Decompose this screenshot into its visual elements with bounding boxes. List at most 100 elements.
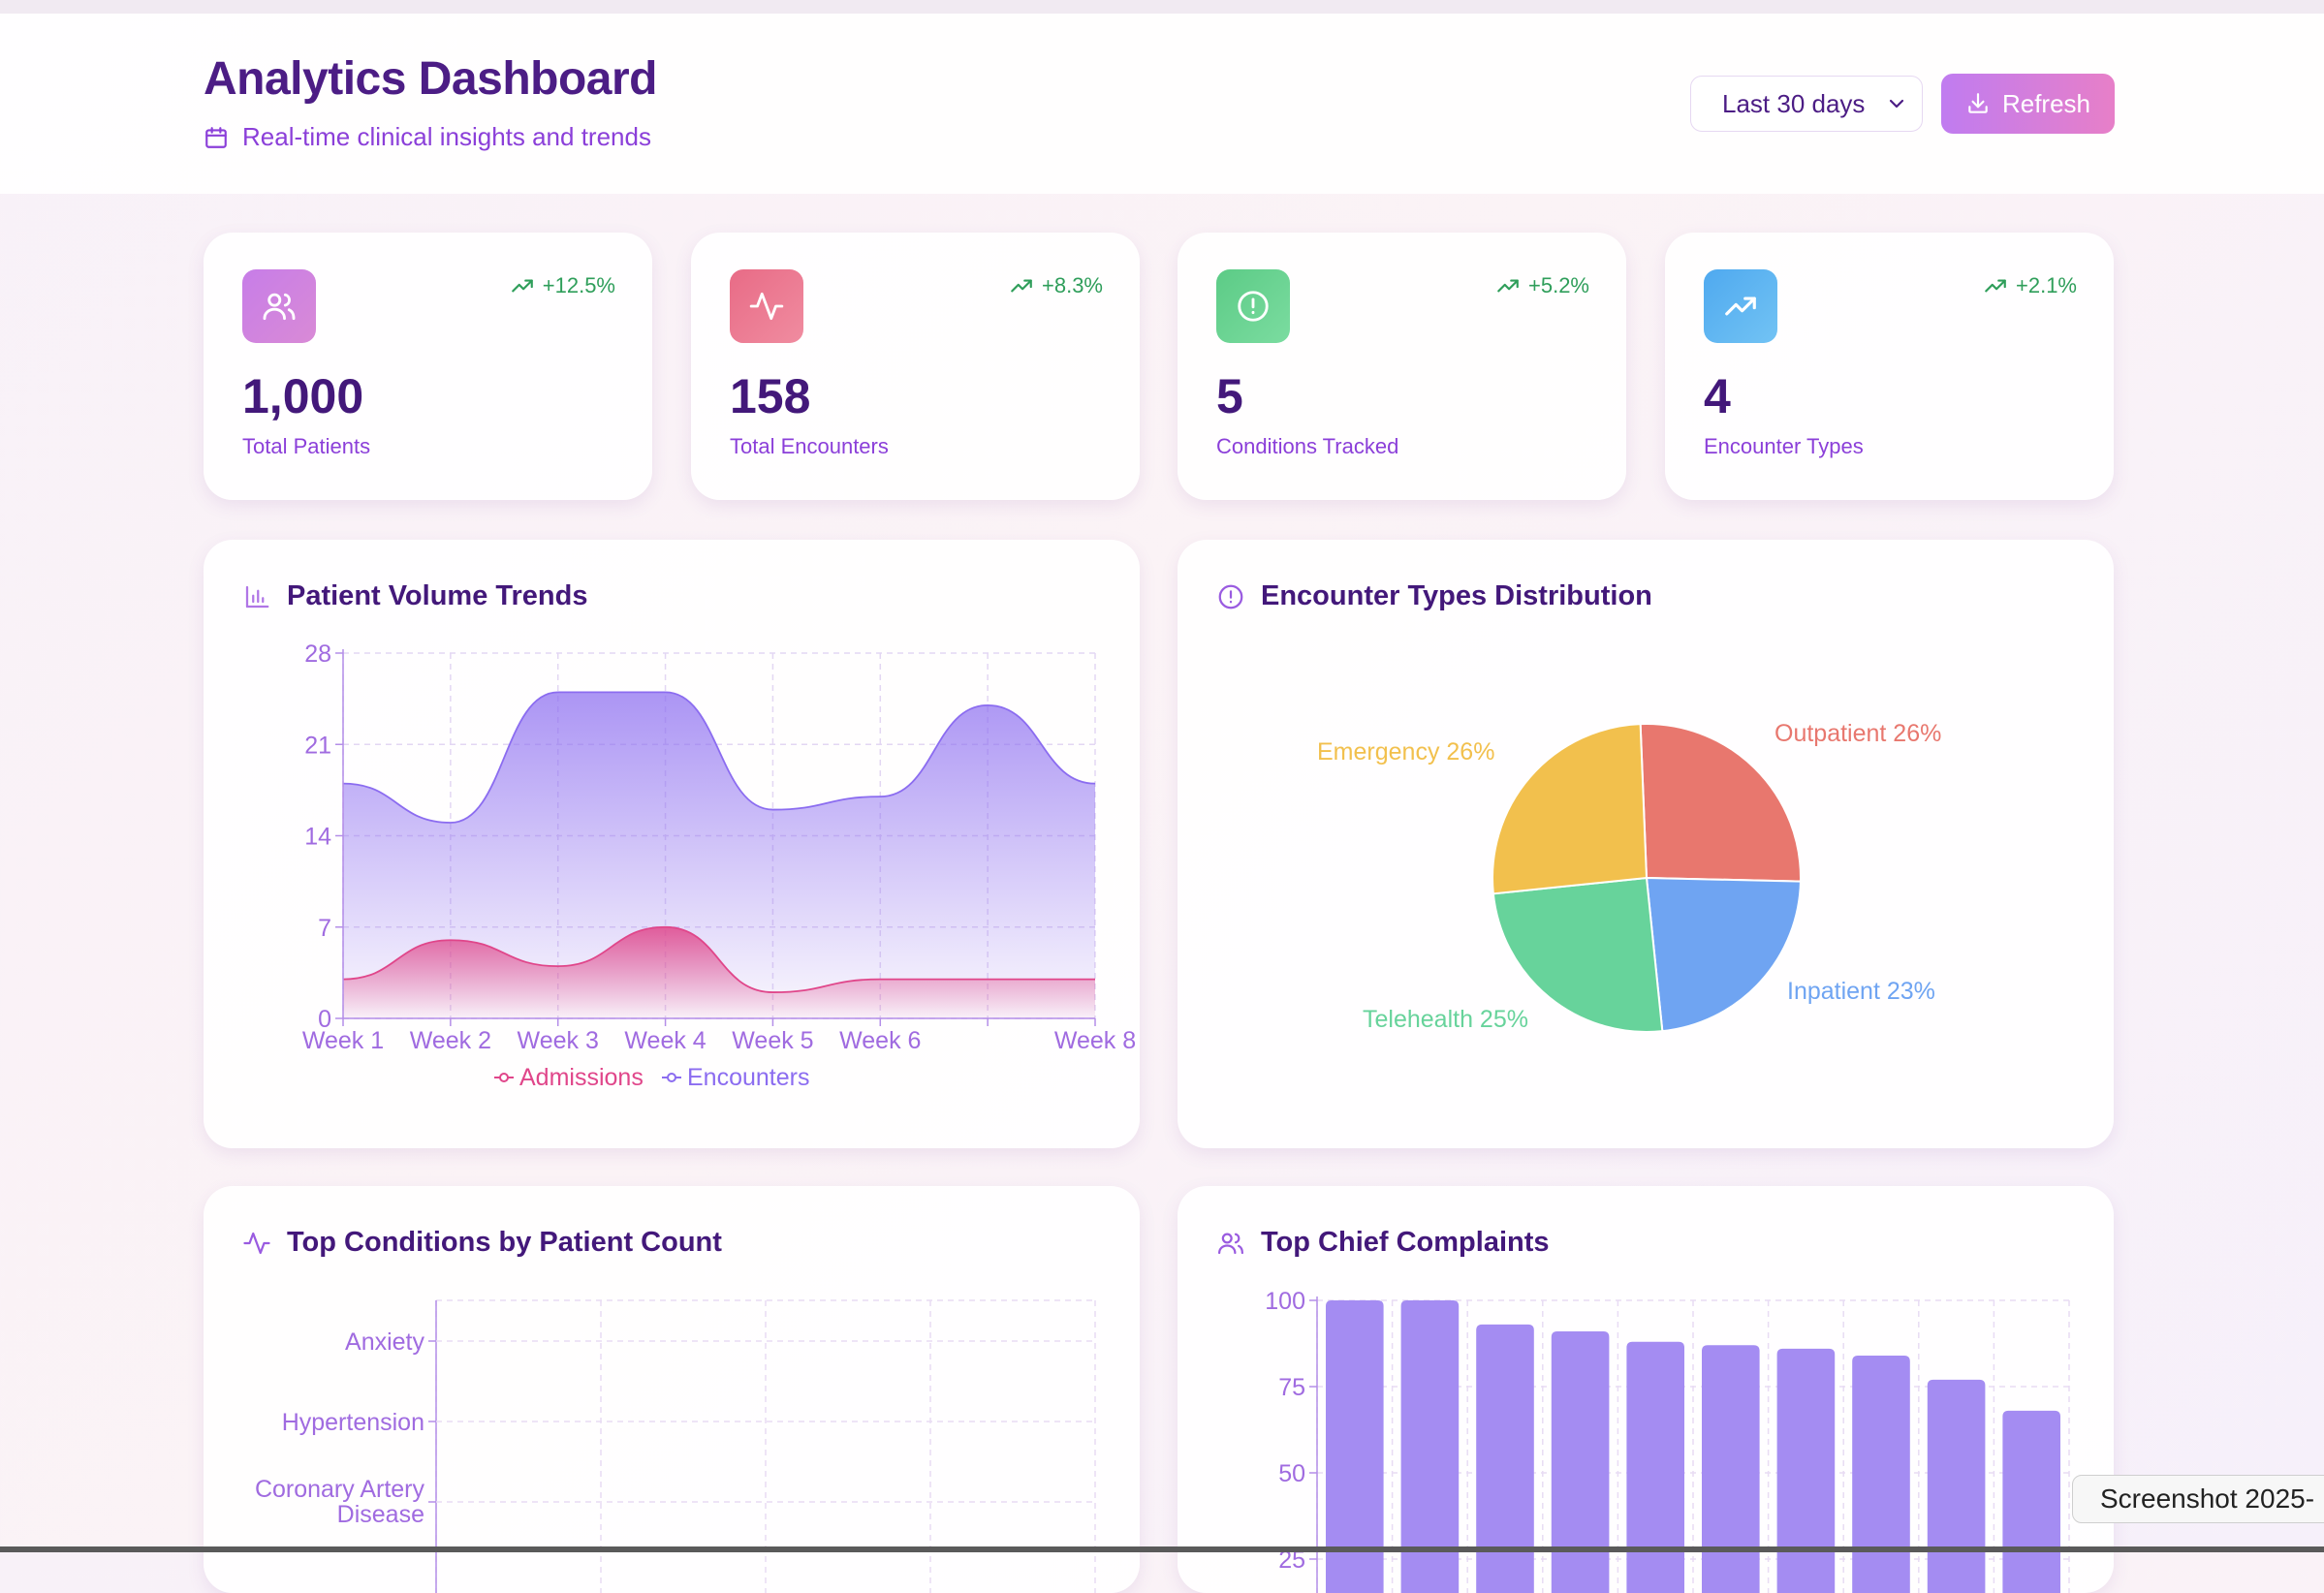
stat-trend-text: +12.5% <box>542 273 615 297</box>
trending-up-icon <box>1497 279 1519 293</box>
stat-card-conditions-tracked: +5.2% 5 Conditions Tracked <box>1178 233 1626 500</box>
users-icon <box>1218 1233 1243 1254</box>
users-icon <box>263 293 296 321</box>
complaint-bar <box>1852 1355 1910 1593</box>
stat-icon-box <box>242 269 316 343</box>
chevron-down-icon <box>1889 99 1904 109</box>
complaints-title: Top Chief Complaints <box>1261 1227 1550 1258</box>
stat-label: Total Encounters <box>730 434 889 458</box>
panel-title: Patient Volume Trends <box>242 580 587 612</box>
complaint-bar <box>1326 1300 1384 1593</box>
y-tick-label: 21 <box>304 732 331 759</box>
pie-label-emergency: Emergency 26% <box>1317 738 1494 765</box>
top-conditions-chart: Anxiety Hypertension Coronary ArteryDiseas… <box>255 1299 1096 1593</box>
alert-circle-icon <box>1238 291 1269 322</box>
conditions-title: Top Conditions by Patient Count <box>287 1227 722 1258</box>
page-header: Analytics Dashboard Real-time clinical i… <box>0 14 2324 194</box>
encounter-types-chart: Outpatient 26% Inpatient 23% Telehealth 25… <box>1317 720 1941 1033</box>
trending-up-icon <box>1725 297 1756 316</box>
pie-label-outpatient: Outpatient 26% <box>1774 720 1941 747</box>
stat-trend: +2.1% <box>1983 273 2077 298</box>
complaint-bar <box>1702 1345 1760 1593</box>
stat-value: 5 <box>1216 369 1243 423</box>
x-tick-label: Week 3 <box>518 1027 599 1054</box>
pie-slice-outpatient <box>1639 723 1802 883</box>
complaint-bar <box>1400 1300 1460 1593</box>
screenshot-thumbnail-label: Screenshot 2025- <box>2100 1484 2315 1514</box>
stat-icon-box <box>1704 269 1777 343</box>
stat-label: Total Patients <box>242 434 371 458</box>
x-tick-label: Week 2 <box>410 1027 491 1054</box>
stat-trend: +8.3% <box>1009 273 1103 298</box>
pie-slice-inpatient <box>1645 876 1802 1033</box>
stat-trend-text: +8.3% <box>1042 273 1103 297</box>
date-range-value: Last 30 days <box>1722 88 1866 118</box>
x-tick-label: Week 6 <box>839 1027 921 1054</box>
stat-value: 4 <box>1704 369 1731 423</box>
stat-trend-text: +5.2% <box>1528 273 1589 297</box>
encounter-types-panel: Encounter Types Distribution Outpatient … <box>1178 540 2114 1148</box>
y-tick-label: 100 <box>1265 1288 1305 1315</box>
legend-label-admissions: Admissions <box>519 1064 644 1091</box>
area-encounters <box>343 692 1095 1018</box>
stat-trend: +5.2% <box>1495 273 1589 298</box>
activity-icon <box>749 292 784 321</box>
trending-up-icon <box>511 279 533 293</box>
stat-trend-text: +2.1% <box>2016 273 2077 297</box>
patient-volume-chart: 0 7 14 21 28 Week 1 Week 2 Week 3 Week 4 Week 5 We… <box>302 640 1136 1091</box>
stat-label: Conditions Tracked <box>1216 434 1399 458</box>
volume-title: Patient Volume Trends <box>287 580 588 611</box>
x-tick-label: Week 1 <box>302 1027 384 1054</box>
stat-card-total-patients: +12.5% 1,000 Total Patients <box>204 233 652 500</box>
complaint-bar <box>1927 1379 1986 1593</box>
patient-volume-panel: Patient Volume Trends 0 7 14 21 28 Week 1 Week… <box>204 540 1140 1148</box>
complaint-bar <box>1476 1324 1534 1593</box>
stat-value: 158 <box>730 369 811 423</box>
legend-marker-dot <box>667 1073 676 1082</box>
stat-trend: +12.5% <box>510 273 615 298</box>
x-tick-label: Week 4 <box>624 1027 706 1054</box>
calendar-icon <box>205 126 227 148</box>
alert-circle-icon <box>1218 584 1243 609</box>
date-range-select[interactable]: Last 30 days <box>1690 76 1923 132</box>
pie-slice-telehealth <box>1492 876 1664 1033</box>
y-tick-label: Hypertension <box>282 1409 424 1436</box>
screenshot-thumbnail[interactable]: Screenshot 2025- <box>2072 1475 2324 1523</box>
complaint-bar <box>1551 1331 1610 1593</box>
refresh-button[interactable]: Refresh <box>1941 74 2115 134</box>
y-tick-label: Disease <box>337 1501 424 1528</box>
x-tick-label: Week 5 <box>732 1027 813 1054</box>
y-tick-label: 7 <box>318 915 331 942</box>
top-conditions-panel: Top Conditions by Patient Count Anxiety H… <box>204 1186 1140 1593</box>
panel-title: Encounter Types Distribution <box>1216 580 1652 612</box>
bar-chart-icon <box>245 585 269 608</box>
series-line-admissions <box>342 925 1095 993</box>
stat-icon-box <box>730 269 803 343</box>
stat-icon-box <box>1216 269 1290 343</box>
panel-title: Top Chief Complaints <box>1216 1227 1550 1259</box>
trending-up-icon <box>1011 279 1032 293</box>
y-tick-label: Anxiety <box>345 1328 424 1356</box>
panel-title: Top Conditions by Patient Count <box>242 1227 722 1259</box>
pie-label-inpatient: Inpatient 23% <box>1787 978 1935 1005</box>
stat-label: Encounter Types <box>1704 434 1864 458</box>
stat-card-encounter-types: +2.1% 4 Encounter Types <box>1665 233 2114 500</box>
download-icon <box>1968 93 1988 113</box>
complaint-bar <box>1776 1348 1836 1593</box>
encounter-types-title: Encounter Types Distribution <box>1261 580 1652 611</box>
complaint-bar <box>2002 1410 2060 1593</box>
pie-label-telehealth: Telehealth 25% <box>1363 1006 1528 1033</box>
area-admissions <box>343 926 1095 1018</box>
stat-value: 1,000 <box>242 369 364 423</box>
page-subtitle: Real-time clinical insights and trends <box>204 122 651 152</box>
window-top-strip <box>0 0 2324 14</box>
stat-card-total-encounters: +8.3% 158 Total Encounters <box>691 233 1140 500</box>
y-tick-label: 75 <box>1278 1374 1305 1401</box>
y-tick-label: Coronary Artery <box>255 1476 425 1503</box>
y-tick-label: 14 <box>304 824 331 851</box>
pie-slice-emergency <box>1492 723 1649 895</box>
series-line-encounters <box>342 691 1096 824</box>
top-complaints-panel: Top Chief Complaints 25 50 75 100 <box>1178 1186 2114 1593</box>
activity-icon <box>243 1232 270 1254</box>
y-tick-label: 28 <box>304 640 331 668</box>
